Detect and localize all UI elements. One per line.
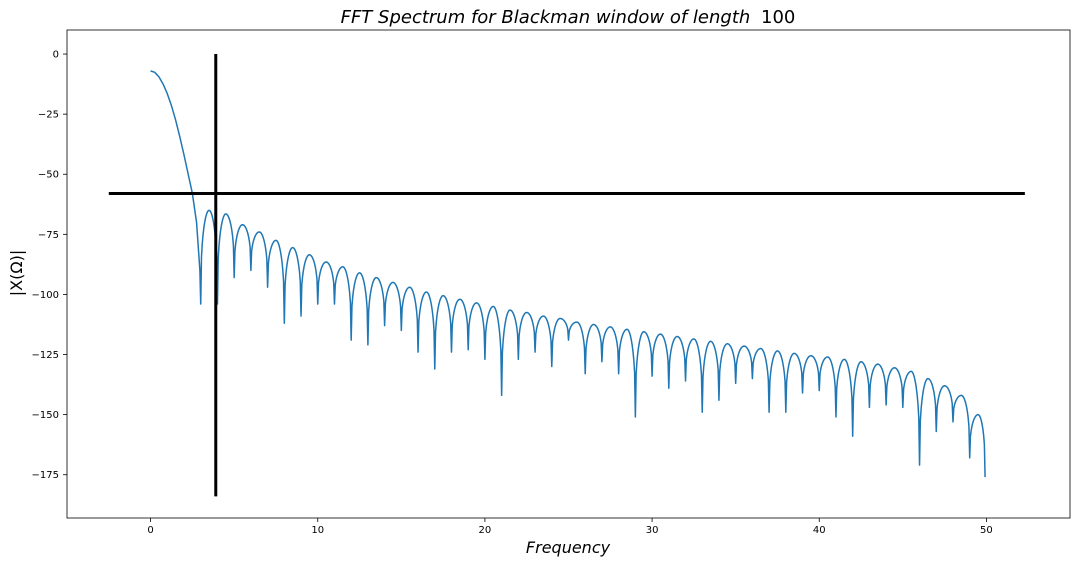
x-tick-label: 30	[646, 525, 659, 536]
y-tick-label: −25	[38, 110, 59, 121]
x-axis-ticks: 0 10 20 30 40 50	[147, 518, 993, 536]
y-tick-label: 0	[53, 50, 59, 61]
y-tick-label: −125	[32, 350, 59, 361]
chart-title: FFT Spectrum for Blackman window of leng…	[341, 7, 796, 28]
plot-area	[66, 29, 1071, 519]
spectrum-line	[150, 70, 986, 478]
x-tick-label: 40	[813, 525, 826, 536]
chart-title-number: 100	[761, 7, 795, 28]
chart-title-italic: FFT Spectrum for Blackman window of leng…	[341, 7, 751, 28]
annotation-lines	[108, 54, 1025, 497]
y-axis-label: |X(Ω)|	[7, 250, 26, 296]
x-tick-label: 0	[147, 525, 153, 536]
y-tick-label: −50	[38, 170, 59, 181]
x-tick-label: 50	[980, 525, 993, 536]
y-tick-label: −100	[32, 290, 59, 301]
x-tick-label: 20	[479, 525, 492, 536]
y-tick-label: −175	[32, 470, 59, 481]
x-axis-label: Frequency	[526, 538, 611, 557]
x-tick-label: 10	[311, 525, 324, 536]
y-tick-label: −150	[32, 410, 59, 421]
y-tick-label: −75	[38, 230, 59, 241]
series-group	[150, 70, 986, 478]
y-axis-ticks: 0 −25 −50 −75 −100 −125 −150 −175	[32, 50, 67, 481]
